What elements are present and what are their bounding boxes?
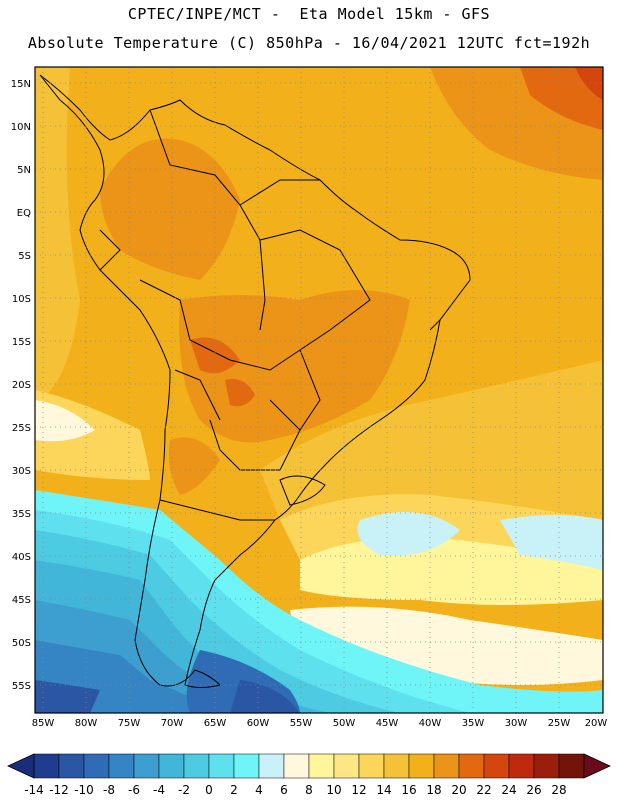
lat-label: 55S xyxy=(12,681,31,692)
lat-label: 10N xyxy=(11,122,31,133)
atlantic-band-16 xyxy=(260,360,603,520)
temperature-map: 85W 80W 75W 70W 65W 60W 55W 50W 45W 40W … xyxy=(11,66,608,729)
continent-band-18 xyxy=(168,437,220,495)
lon-label: 40W xyxy=(419,718,442,729)
lat-label: EQ xyxy=(17,208,31,219)
colorbar-label: 24 xyxy=(501,783,516,797)
colorbar-label: -4 xyxy=(153,783,165,797)
lat-label: 20S xyxy=(12,380,31,391)
longitude-labels: 85W 80W 75W 70W 65W 60W 55W 50W 45W 40W … xyxy=(32,718,608,729)
lat-label: 5N xyxy=(17,165,31,176)
lat-label: 35S xyxy=(12,509,31,520)
lon-label: 75W xyxy=(118,718,141,729)
colorbar-label: 16 xyxy=(401,783,416,797)
chart-title-line-2: Absolute Temperature (C) 850hPa - 16/04/… xyxy=(27,34,591,52)
colorbar-label: 26 xyxy=(526,783,541,797)
atlantic-band-6 xyxy=(357,512,460,556)
colorbar-cell xyxy=(283,753,310,779)
colorbar-label: 8 xyxy=(305,783,313,797)
colorbar-cell xyxy=(33,753,60,779)
colorbar-label: -12 xyxy=(49,783,69,797)
lon-label: 60W xyxy=(247,718,270,729)
colorbar-cells xyxy=(33,753,585,779)
colorbar-label: 28 xyxy=(551,783,566,797)
colorbar-cell xyxy=(508,753,535,779)
colorbar-cell xyxy=(533,753,560,779)
lat-label: 45S xyxy=(12,595,31,606)
chart-title-line-1: CPTEC/INPE/MCT - Eta Model 15km - GFS xyxy=(127,5,491,23)
colorbar-label: 22 xyxy=(476,783,491,797)
colorbar-label: -10 xyxy=(74,783,94,797)
warm-band-24 xyxy=(575,67,603,100)
continent-band-20 xyxy=(100,138,240,280)
colorbar-label: 12 xyxy=(351,783,366,797)
lat-label: 50S xyxy=(12,638,31,649)
colorbar-label: 20 xyxy=(451,783,466,797)
colorbar-label: 10 xyxy=(326,783,341,797)
colorbar-cell xyxy=(133,753,160,779)
lat-label: 30S xyxy=(12,466,31,477)
latitude-labels: 15N 10N 5N EQ 5S 10S 15S 20S 25S 30S 35S… xyxy=(11,79,31,692)
map-frame xyxy=(34,66,604,714)
lon-label: 30W xyxy=(505,718,528,729)
colorbar-label: -14 xyxy=(24,783,44,797)
lat-label: 15S xyxy=(12,337,31,348)
colorbar-cell xyxy=(258,753,285,779)
colorbar-label: -6 xyxy=(128,783,140,797)
colorbar-label: 18 xyxy=(426,783,441,797)
pacific-band-16 xyxy=(35,67,80,400)
colorbar-cell xyxy=(333,753,360,779)
colorbar-label: 0 xyxy=(205,783,213,797)
lon-label: 55W xyxy=(290,718,313,729)
colorbar-label: 6 xyxy=(280,783,288,797)
colorbar-cell xyxy=(308,753,335,779)
colorbar-cell xyxy=(208,753,235,779)
colorbar-cell xyxy=(58,753,85,779)
continent-band-22 xyxy=(225,379,255,407)
colorbar-cell xyxy=(433,753,460,779)
colorbar-labels: -14 -12 -10 -8 -6 -4 -2 0 2 4 6 8 10 12 14 16 18 20 22 24 26… xyxy=(24,783,566,797)
lon-label: 45W xyxy=(376,718,399,729)
coastline xyxy=(39,74,471,688)
south-band-neg10 xyxy=(230,680,300,713)
colorbar-cell xyxy=(408,753,435,779)
lat-label: 15N xyxy=(11,79,31,90)
lon-label: 70W xyxy=(161,718,184,729)
colorbar-label: -2 xyxy=(178,783,190,797)
colorbar-cell xyxy=(383,753,410,779)
colorbar-cell xyxy=(183,753,210,779)
lat-label: 10S xyxy=(12,294,31,305)
south-band-neg10b xyxy=(35,680,100,713)
lon-label: 80W xyxy=(75,718,98,729)
colorbar-label: -8 xyxy=(103,783,115,797)
colorbar-label: 14 xyxy=(376,783,391,797)
lon-label: 50W xyxy=(333,718,356,729)
colorbar: -14 -12 -10 -8 -6 -4 -2 0 2 4 6 8 10 12 14 16 18 20 22 24 26… xyxy=(7,753,611,797)
lon-label: 65W xyxy=(204,718,227,729)
colorbar-left-arrow xyxy=(7,753,35,779)
colorbar-cell xyxy=(233,753,260,779)
colorbar-cell xyxy=(83,753,110,779)
lon-label: 25W xyxy=(548,718,571,729)
colorbar-cell xyxy=(358,753,385,779)
pacific-band-8 xyxy=(35,400,95,442)
colorbar-label: 4 xyxy=(255,783,263,797)
colorbar-right-arrow xyxy=(583,753,611,779)
lat-label: 40S xyxy=(12,552,31,563)
colorbar-cell xyxy=(458,753,485,779)
colorbar-cell xyxy=(558,753,585,779)
lon-label: 35W xyxy=(462,718,485,729)
lat-label: 5S xyxy=(18,251,31,262)
lon-label: 20W xyxy=(585,718,608,729)
colorbar-cell xyxy=(158,753,185,779)
atlantic-band-6b xyxy=(500,515,603,570)
temperature-field xyxy=(35,67,603,713)
lat-label: 25S xyxy=(12,423,31,434)
colorbar-label: 2 xyxy=(230,783,238,797)
colorbar-cell xyxy=(108,753,135,779)
colorbar-cell xyxy=(483,753,510,779)
lon-label: 85W xyxy=(32,718,55,729)
